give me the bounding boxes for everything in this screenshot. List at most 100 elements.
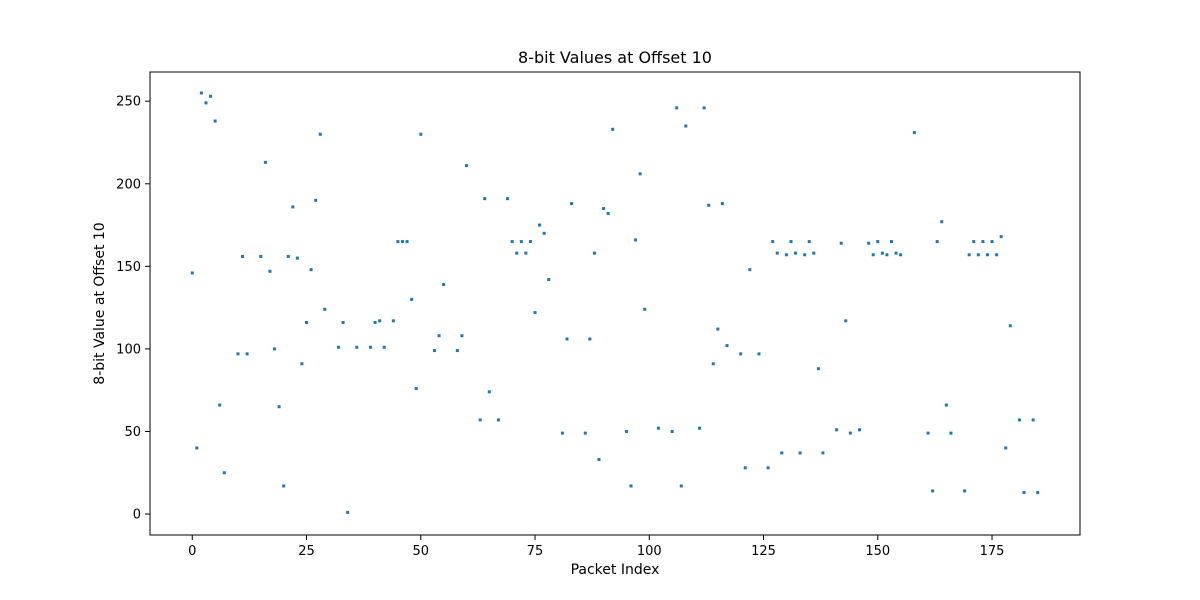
data-point xyxy=(798,451,802,455)
data-point xyxy=(305,320,309,324)
data-point xyxy=(396,240,400,244)
data-point xyxy=(277,405,281,409)
y-tick-label: 0 xyxy=(133,508,141,523)
x-tick-label: 50 xyxy=(413,544,430,559)
data-point xyxy=(880,251,884,255)
data-point xyxy=(442,283,446,287)
data-point xyxy=(496,418,500,422)
data-point xyxy=(478,418,482,422)
x-tick-label: 175 xyxy=(980,544,1005,559)
data-point xyxy=(967,253,971,257)
data-point xyxy=(533,311,537,315)
data-point xyxy=(981,240,985,244)
data-point xyxy=(241,254,245,258)
data-point xyxy=(766,466,770,470)
data-point xyxy=(414,387,418,391)
data-point xyxy=(638,172,642,176)
data-point xyxy=(346,510,350,514)
data-point xyxy=(912,131,916,135)
data-point xyxy=(602,207,606,211)
data-point xyxy=(560,431,564,435)
data-point xyxy=(391,319,395,323)
data-point xyxy=(195,446,199,450)
data-point xyxy=(337,345,341,349)
plot-frame xyxy=(149,71,1081,536)
data-point xyxy=(606,212,610,216)
data-point xyxy=(1008,324,1012,328)
data-point xyxy=(629,484,633,488)
data-point xyxy=(583,431,587,435)
x-tick-label: 125 xyxy=(751,544,776,559)
data-point xyxy=(259,254,263,258)
data-point xyxy=(656,426,660,430)
data-point xyxy=(990,240,994,244)
data-point xyxy=(1036,491,1040,495)
data-point xyxy=(199,91,203,95)
data-point xyxy=(268,269,272,273)
data-point xyxy=(323,307,327,311)
data-point xyxy=(995,253,999,257)
data-point xyxy=(985,253,989,257)
chart-title: 8-bit Values at Offset 10 xyxy=(518,48,712,67)
data-point xyxy=(464,164,468,168)
data-point xyxy=(378,319,382,323)
data-point xyxy=(858,428,861,432)
data-point xyxy=(309,268,313,272)
x-axis-ticks: 0 25 50 75 100 125 150 175 xyxy=(188,535,1004,559)
data-point xyxy=(807,240,811,244)
y-axis-label: 8-bit Value at Offset 10 xyxy=(92,222,108,384)
data-point xyxy=(382,345,386,349)
data-point xyxy=(570,202,574,206)
data-point xyxy=(236,352,240,356)
data-point xyxy=(844,319,848,323)
data-point xyxy=(538,223,542,227)
data-point xyxy=(209,94,213,98)
data-point xyxy=(999,235,1003,239)
data-point xyxy=(245,352,249,356)
x-tick-label: 0 xyxy=(188,544,196,559)
data-point xyxy=(816,367,820,371)
data-point xyxy=(369,345,372,349)
data-point xyxy=(318,132,322,136)
data-point xyxy=(931,489,935,493)
y-tick-label: 150 xyxy=(116,260,141,275)
data-point xyxy=(926,431,930,435)
data-point xyxy=(487,390,491,394)
data-point xyxy=(295,256,299,260)
data-point xyxy=(204,101,208,105)
data-point xyxy=(510,240,514,244)
data-point xyxy=(519,240,523,244)
data-point xyxy=(419,132,423,136)
data-point xyxy=(899,253,903,257)
data-point xyxy=(784,253,788,257)
data-point xyxy=(291,205,295,209)
data-point xyxy=(839,241,843,245)
data-point xyxy=(542,231,546,235)
data-point xyxy=(889,240,893,244)
data-point xyxy=(803,253,807,257)
data-point xyxy=(355,345,359,349)
data-point xyxy=(373,320,377,324)
data-point xyxy=(963,489,967,493)
data-point xyxy=(725,344,729,348)
data-point xyxy=(515,251,519,255)
data-point xyxy=(835,428,839,432)
data-point xyxy=(935,240,939,244)
data-point xyxy=(976,253,980,257)
data-point xyxy=(483,197,487,201)
data-point xyxy=(739,352,743,356)
data-point xyxy=(743,466,747,470)
data-point xyxy=(437,334,441,338)
data-point xyxy=(702,106,706,110)
data-point xyxy=(1004,446,1008,450)
data-point xyxy=(684,124,688,128)
data-point xyxy=(405,240,409,244)
data-point xyxy=(341,320,345,324)
data-point xyxy=(1031,418,1035,422)
data-points xyxy=(190,91,1040,514)
y-tick-label: 200 xyxy=(116,177,141,192)
data-point xyxy=(282,484,286,488)
data-point xyxy=(547,278,551,282)
data-point xyxy=(812,251,816,255)
data-point xyxy=(771,240,775,244)
